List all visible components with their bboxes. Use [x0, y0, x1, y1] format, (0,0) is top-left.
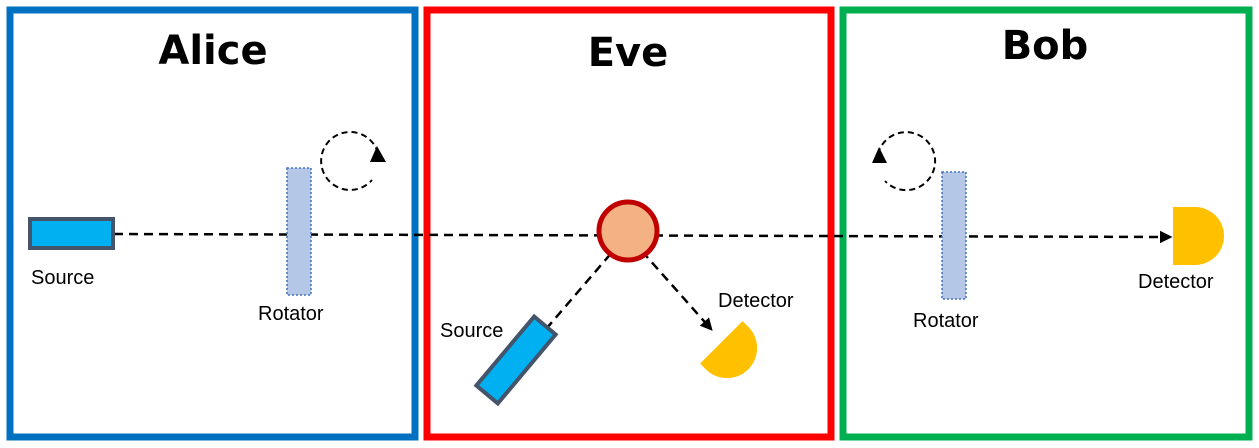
- alice-rotation-arrowhead-icon: [370, 146, 386, 162]
- bob-detector-label: Detector: [1138, 271, 1214, 293]
- eve-title: Eve: [588, 30, 669, 76]
- bob-rotator-label: Rotator: [913, 310, 979, 332]
- bob-panel: [839, 6, 1253, 441]
- alice-rotator-outline: [286, 167, 312, 296]
- alice-rotator-label: Rotator: [258, 303, 324, 325]
- eve-panel: [423, 6, 835, 441]
- eve-source-beam: [545, 234, 628, 330]
- eve-source-label: Source: [440, 320, 503, 342]
- bob-rotation-arrow-icon: [877, 131, 937, 192]
- bob-detector-icon: [1173, 207, 1224, 265]
- eve-beam-splitter-outline: [596, 199, 660, 263]
- bob-rotation-arrowhead-icon: [872, 147, 887, 163]
- alice-source-label: Source: [31, 267, 94, 289]
- bob-rotator-outline: [941, 171, 967, 300]
- alice-source-border: [28, 217, 115, 250]
- alice-rotator: [287, 168, 311, 295]
- eve-source: [473, 313, 559, 407]
- eve-detector-label: Detector: [718, 290, 794, 312]
- bob-title: Bob: [1002, 23, 1089, 69]
- alice-title: Alice: [158, 28, 267, 74]
- bob-rotator: [942, 172, 966, 299]
- alice-panel: [6, 6, 419, 441]
- eve-beam-splitter: [599, 202, 657, 260]
- alice-rotation-arrow-icon: [320, 131, 379, 191]
- alice-source: [30, 219, 113, 248]
- eve-detector-icon: [700, 321, 757, 378]
